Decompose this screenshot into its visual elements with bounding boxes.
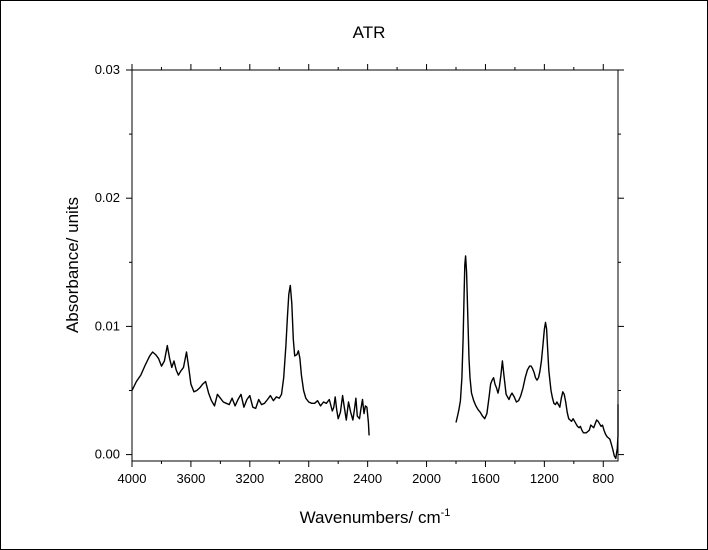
- y-axis-ticks: [126, 69, 132, 456]
- x-tick-label: 2400: [353, 471, 382, 486]
- chart-title: ATR: [353, 23, 386, 42]
- spectrum-line-segment: [131, 284, 370, 436]
- y-axis-tick-labels: 0.00 0.01 0.02 0.03: [95, 62, 120, 462]
- x-axis-title-text: Wavenumbers/ cm: [300, 508, 441, 527]
- x-tick-label: 3200: [235, 471, 264, 486]
- x-tick-label: 2000: [412, 471, 441, 486]
- y-tick-label: 0.00: [95, 447, 120, 462]
- x-axis-ticks: [131, 461, 604, 467]
- x-tick-label: 3600: [176, 471, 205, 486]
- y-tick-label: 0.02: [95, 190, 120, 205]
- x-axis-tick-labels: 4000 3600 3200 2800 2400 2000 1600 1200 800: [118, 471, 615, 486]
- x-tick-label: 800: [592, 471, 614, 486]
- x-axis-title-superscript: -1: [441, 507, 451, 519]
- y-axis-title: Absorbance/ units: [63, 197, 82, 333]
- x-tick-label: 1600: [471, 471, 500, 486]
- x-tick-label: 4000: [118, 471, 147, 486]
- y-tick-label: 0.03: [95, 62, 120, 77]
- plot-area-frame: [131, 69, 619, 462]
- x-tick-label: 2800: [294, 471, 323, 486]
- y-tick-label: 0.01: [95, 318, 120, 333]
- spectrum-line-segment: [455, 255, 619, 460]
- x-tick-label: 1200: [530, 471, 559, 486]
- x-axis-top-ticks: [131, 64, 604, 70]
- spectrum-series: [131, 255, 619, 460]
- y-axis-right-ticks: [618, 69, 624, 456]
- x-axis-title: Wavenumbers/ cm-1: [300, 507, 451, 527]
